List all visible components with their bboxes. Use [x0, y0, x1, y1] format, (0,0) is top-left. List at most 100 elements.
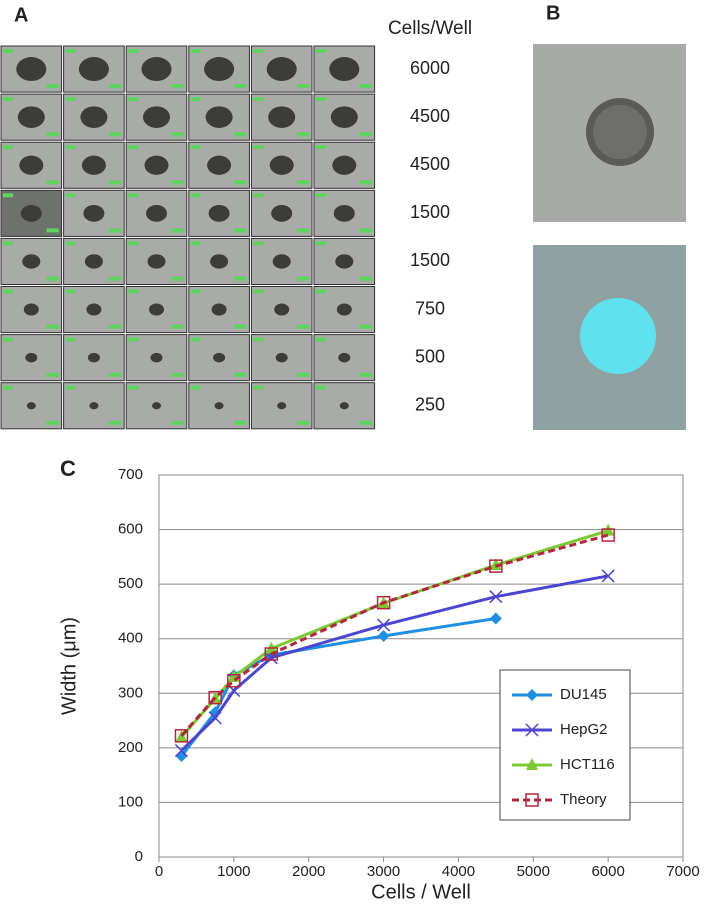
spheroid [269, 155, 294, 175]
x-tick-label: 3000 [367, 863, 400, 880]
well-id [65, 49, 76, 53]
spheroid [330, 106, 358, 128]
y-tick-label: 0 [135, 848, 143, 865]
spheroid [26, 402, 36, 410]
well-size [46, 228, 59, 233]
well-size [46, 324, 59, 329]
well-size [297, 276, 309, 281]
legend-label: Theory [560, 791, 607, 808]
spheroid [338, 352, 351, 363]
marker [174, 744, 188, 758]
well-id [253, 241, 264, 246]
spheroid-image [533, 44, 686, 222]
series-line [180, 617, 497, 757]
well-size [297, 180, 309, 185]
spheroid [274, 303, 290, 316]
spheroid [25, 352, 38, 363]
well-size [109, 132, 122, 137]
x-tick-label: 4000 [442, 863, 475, 880]
well-id [128, 289, 139, 294]
marker [489, 590, 503, 604]
marker [376, 595, 391, 610]
spheroid [84, 254, 103, 269]
y-tick-label: 500 [118, 575, 143, 592]
y-tick-label: 200 [118, 739, 143, 756]
spheroid [147, 254, 166, 269]
well-size [359, 324, 372, 329]
well-size [171, 276, 184, 281]
spheroid [213, 352, 226, 363]
well-size [46, 372, 59, 377]
spheroid [275, 352, 288, 363]
series-line [180, 533, 609, 737]
well-id [3, 337, 13, 342]
well-id [253, 97, 264, 102]
well-id [316, 97, 326, 102]
well-id [190, 385, 201, 390]
spheroid [214, 402, 224, 410]
y-tick-label: 700 [118, 466, 143, 483]
spheroid [150, 352, 163, 363]
spheroid [268, 106, 296, 128]
spheroid [83, 204, 105, 222]
spheroid [266, 57, 297, 82]
marker [264, 647, 279, 661]
spheroid-core [593, 105, 647, 159]
well-size [297, 372, 309, 377]
spheroid [141, 57, 172, 82]
spheroid [210, 254, 229, 269]
spheroid [20, 204, 42, 222]
spheroid [332, 155, 357, 175]
well-id [65, 385, 76, 390]
well-size [234, 420, 247, 425]
spheroid [22, 254, 41, 269]
spheroid [208, 204, 230, 222]
panel-label: A [14, 4, 28, 26]
well-size [171, 132, 184, 137]
well-id [253, 49, 264, 53]
spheroid [23, 303, 39, 316]
well-id [316, 49, 326, 53]
well-size [46, 132, 59, 137]
well-size [46, 276, 59, 281]
well-size [234, 84, 247, 89]
well-id [65, 145, 76, 150]
well-id [128, 385, 139, 390]
x-tick-label: 7000 [666, 863, 699, 880]
row-label: 250 [415, 394, 445, 414]
row-label: 1500 [410, 202, 450, 222]
x-tick-label: 6000 [591, 863, 624, 880]
well-id [128, 337, 139, 342]
well-size [109, 228, 122, 233]
spheroid [271, 204, 293, 222]
well-id [190, 49, 201, 53]
well-size [359, 180, 372, 185]
well-id [65, 337, 76, 342]
legend-label: HepG2 [560, 721, 608, 738]
well-id [190, 337, 201, 342]
panel-label: B [546, 2, 560, 24]
spheroid [329, 57, 360, 82]
row-label: 500 [415, 346, 445, 366]
well-size [234, 372, 247, 377]
well-id [128, 241, 139, 246]
legend-marker [526, 689, 538, 701]
well-id [316, 385, 326, 390]
segmentation-mask [580, 298, 656, 374]
well-id [65, 289, 76, 294]
well-id [128, 49, 139, 53]
spheroid [143, 106, 170, 128]
well-size [297, 324, 309, 329]
spheroid [146, 204, 167, 222]
marker [227, 673, 241, 688]
marker [489, 558, 502, 571]
row-label: 750 [415, 298, 445, 318]
well-size [46, 84, 59, 89]
spheroid [144, 155, 169, 175]
legend-marker [525, 723, 539, 737]
column-title: Cells/Well [388, 18, 472, 39]
y-tick-label: 100 [118, 793, 143, 810]
marker [377, 618, 391, 632]
well-id [65, 193, 76, 198]
